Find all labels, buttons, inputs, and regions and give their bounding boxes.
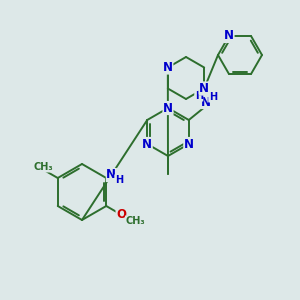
Text: O: O xyxy=(116,208,126,220)
Text: N: N xyxy=(201,95,211,109)
Text: H: H xyxy=(115,175,123,185)
Text: N: N xyxy=(106,169,116,182)
Text: N: N xyxy=(199,82,209,95)
Text: N: N xyxy=(184,137,194,151)
Text: N: N xyxy=(163,61,173,74)
Text: N: N xyxy=(142,137,152,151)
Text: CH₃: CH₃ xyxy=(125,216,145,226)
Text: CH₃: CH₃ xyxy=(33,162,53,172)
Text: N: N xyxy=(163,101,173,115)
Text: H: H xyxy=(209,92,217,102)
Text: H: H xyxy=(195,91,203,101)
Text: N: N xyxy=(224,29,234,42)
